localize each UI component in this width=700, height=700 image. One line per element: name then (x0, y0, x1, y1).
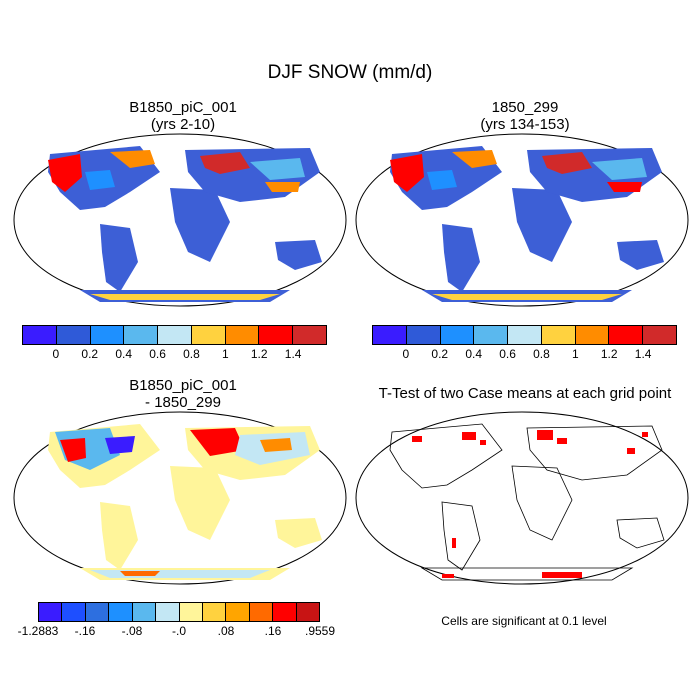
snow-high-regions (48, 150, 305, 300)
colorbar-swatch (406, 326, 441, 344)
colorbar-tick-label: -.08 (121, 624, 143, 638)
colorbar-swatch (56, 326, 91, 344)
significant-cells (412, 430, 648, 578)
colorbar-swatch (373, 326, 407, 344)
colorbar-tick-label: 0.4 (115, 347, 132, 361)
colorbar-swatch (62, 603, 86, 621)
snow-diff-regions (55, 428, 310, 578)
colorbar-tick-label: 0.8 (183, 347, 200, 361)
colorbar-swatch (90, 326, 125, 344)
colorbar-swatch (249, 603, 274, 621)
colorbar-tick-label: -.16 (74, 624, 96, 638)
colorbar-tick-label: 0 (402, 347, 410, 361)
colorbar-tick-label: 1.2 (250, 347, 268, 361)
colorbar-swatch (124, 326, 159, 344)
colorbar-swatch (575, 326, 610, 344)
colorbar-swatch (179, 603, 203, 621)
colorbar-difference-ticks: -1.2883 -.16 -.08 -.0 .08 .16 .9559 (18, 624, 335, 640)
map-panel-1 (13, 133, 347, 307)
colorbar-tick-label: 1.2 (600, 347, 618, 361)
colorbar-tick-label: 1 (221, 347, 229, 361)
figure-title: DJF SNOW (mm/d) (267, 62, 433, 83)
panel-2-title: 1850_299 (yrs 134-153) (375, 99, 675, 133)
colorbar-tick-label: -1.2883 (17, 624, 59, 638)
colorbar-tick-label: 0.6 (149, 347, 166, 361)
colorbar-swatch (296, 603, 320, 621)
panel-1-title: B1850_piC_001 (yrs 2-10) (33, 99, 333, 133)
map-panel-3 (13, 411, 347, 585)
colorbar-tick-label: 0.8 (533, 347, 550, 361)
colorbar-tick-label: 1.4 (284, 347, 302, 361)
panel-3-title-line2: - 1850_299 (145, 394, 221, 411)
colorbar-swatch (293, 326, 327, 344)
colorbar-tick-label: .9559 (304, 624, 336, 638)
snow-high-regions (390, 150, 647, 300)
colorbar-swatch (23, 326, 57, 344)
land-outlines (389, 423, 665, 581)
panel-3-title: B1850_piC_001 - 1850_299 (33, 377, 333, 411)
colorbar-swatch (226, 603, 250, 621)
colorbar-swatch (225, 326, 260, 344)
colorbar-swatch (474, 326, 509, 344)
colorbar-swatch (156, 603, 180, 621)
panel-1-title-line1: B1850_piC_001 (129, 99, 237, 116)
colorbar-tick-label: 1 (571, 347, 579, 361)
colorbar-panel-2 (372, 325, 677, 345)
colorbar-swatch (109, 603, 133, 621)
colorbar-swatch (609, 326, 644, 344)
map-panel-2 (355, 133, 689, 307)
colorbar-swatch (158, 326, 192, 344)
colorbar-tick-label: 0 (52, 347, 60, 361)
map-panel-4 (355, 411, 689, 585)
colorbar-swatch (202, 603, 227, 621)
colorbar-swatch (85, 603, 110, 621)
colorbar-swatch (273, 603, 297, 621)
colorbar-panel-2-ticks: 0 0.2 0.4 0.6 0.8 1 1.2 1.4 (372, 347, 677, 363)
panel-4-title: T-Test of two Case means at each grid po… (345, 385, 700, 402)
colorbar-tick-label: .16 (264, 624, 282, 638)
colorbar-difference (38, 602, 320, 622)
colorbar-tick-label: 0.4 (465, 347, 482, 361)
colorbar-swatch (39, 603, 63, 621)
panel-2-title-line2: (yrs 134-153) (480, 116, 570, 133)
colorbar-tick-label: 0.6 (499, 347, 516, 361)
colorbar-swatch (508, 326, 542, 344)
colorbar-swatch (643, 326, 677, 344)
significance-note: Cells are significant at 0.1 level (441, 614, 607, 628)
colorbar-panel-1-ticks: 0 0.2 0.4 0.6 0.8 1 1.2 1.4 (22, 347, 327, 363)
panel-1-title-line2: (yrs 2-10) (150, 116, 216, 133)
panel-3-title-line1: B1850_piC_001 (129, 377, 237, 394)
colorbar-tick-label: -.0 (171, 624, 187, 638)
colorbar-tick-label: .08 (217, 624, 235, 638)
panel-2-title-line1: 1850_299 (491, 99, 559, 116)
colorbar-tick-label: 1.4 (634, 347, 652, 361)
colorbar-swatch (259, 326, 294, 344)
colorbar-swatch (191, 326, 226, 344)
colorbar-tick-label: 0.2 (431, 347, 449, 361)
colorbar-swatch (541, 326, 576, 344)
colorbar-swatch (132, 603, 157, 621)
colorbar-swatch (440, 326, 475, 344)
panel-4-title-line1: T-Test of two Case means at each grid po… (378, 385, 672, 402)
colorbar-tick-label: 0.2 (81, 347, 99, 361)
colorbar-panel-1 (22, 325, 327, 345)
